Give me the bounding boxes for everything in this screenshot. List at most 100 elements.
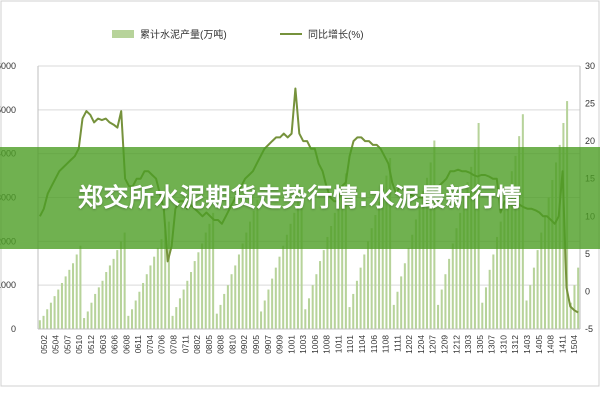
bar: [138, 291, 141, 329]
x-tick-label: 1305: [475, 335, 485, 354]
bar: [525, 300, 528, 329]
x-tick-label: 0706: [157, 335, 167, 354]
x-tick-label: 1104: [357, 335, 367, 354]
bar: [536, 250, 539, 329]
bar: [333, 212, 336, 329]
bar: [252, 210, 255, 329]
x-tick-label: 1303: [463, 335, 473, 354]
bar: [134, 300, 137, 329]
bar: [319, 261, 322, 329]
x-tick-label: 0704: [145, 335, 155, 354]
bar: [49, 302, 52, 329]
bar: [201, 243, 204, 329]
x-tick-label: 1008: [322, 335, 332, 354]
x-tick-label: 0711: [180, 335, 190, 354]
x-tick-label: 1101: [345, 335, 355, 354]
x-tick-label: 1312: [510, 335, 520, 354]
x-tick-label: 0608: [121, 335, 131, 354]
bar: [263, 300, 266, 329]
bar: [86, 311, 89, 329]
bar: [484, 287, 487, 329]
x-tick-label: 0907: [263, 335, 273, 354]
bar: [315, 274, 318, 329]
bar: [322, 250, 325, 329]
bar: [374, 215, 377, 329]
bar: [94, 293, 97, 329]
x-tick-label: 0902: [239, 335, 249, 354]
x-tick-label: 0603: [98, 335, 108, 354]
bar: [296, 199, 299, 329]
x-tick-label: 1405: [534, 335, 544, 354]
right-tick-label: 25: [585, 99, 595, 109]
x-tick-label: 0606: [110, 335, 120, 354]
bar: [414, 219, 417, 329]
bar: [289, 223, 292, 329]
x-tick-label: 0502: [39, 335, 49, 354]
bar: [370, 228, 373, 329]
bar: [127, 315, 130, 329]
bar: [108, 265, 111, 329]
bar: [245, 232, 248, 329]
bar: [123, 232, 126, 329]
bar: [175, 307, 178, 329]
x-tick-label: 1204: [416, 335, 426, 354]
bar: [193, 261, 196, 329]
bar: [282, 245, 285, 329]
bar: [197, 252, 200, 329]
bar: [274, 267, 277, 329]
x-tick-label: 0512: [86, 335, 96, 354]
legend-label: 同比增长(%): [308, 28, 364, 41]
bar: [411, 234, 414, 329]
bar: [385, 175, 388, 329]
x-tick-label: 1108: [381, 335, 391, 354]
bar: [60, 282, 63, 329]
bar: [407, 247, 410, 329]
right-tick-label: 5: [585, 249, 590, 259]
x-tick-label: 1006: [310, 335, 320, 354]
bar: [223, 293, 226, 329]
bar: [341, 188, 344, 329]
bar: [256, 199, 259, 329]
bar: [547, 197, 550, 329]
bar: [330, 225, 333, 329]
bar: [57, 289, 60, 329]
bar: [215, 313, 218, 329]
bar: [160, 239, 163, 329]
bar: [212, 212, 215, 329]
bar: [307, 298, 311, 329]
bar: [64, 276, 67, 329]
x-tick-label: 1403: [522, 335, 532, 354]
bar: [529, 285, 532, 329]
bar: [189, 272, 193, 329]
left-tick-label: 1000: [0, 280, 16, 290]
bar: [260, 311, 263, 329]
bar: [532, 267, 535, 329]
bar: [182, 289, 185, 329]
right-tick-label: 0: [585, 286, 590, 296]
x-tick-label: 1003: [298, 335, 308, 354]
bar: [551, 179, 554, 329]
bar: [326, 236, 329, 329]
bar: [507, 188, 510, 329]
x-tick-label: 0905: [251, 335, 261, 354]
title-banner: 郑交所水泥期货走势行情:水泥最新行情: [0, 147, 600, 249]
bar: [75, 254, 78, 329]
bar: [79, 245, 82, 329]
legend-swatch-bar: [112, 30, 134, 38]
bar: [422, 190, 425, 329]
bar: [153, 256, 156, 329]
x-tick-label: 1310: [498, 335, 508, 354]
bar: [459, 212, 462, 329]
bar: [204, 232, 207, 329]
bar: [178, 298, 181, 329]
bar: [42, 315, 45, 329]
bar: [496, 236, 499, 329]
bar: [311, 285, 314, 329]
bar: [226, 285, 229, 329]
bar: [68, 269, 71, 329]
bar: [300, 188, 303, 329]
bar: [492, 254, 495, 329]
bar: [499, 221, 502, 329]
bar: [271, 278, 274, 329]
bar: [363, 254, 366, 329]
